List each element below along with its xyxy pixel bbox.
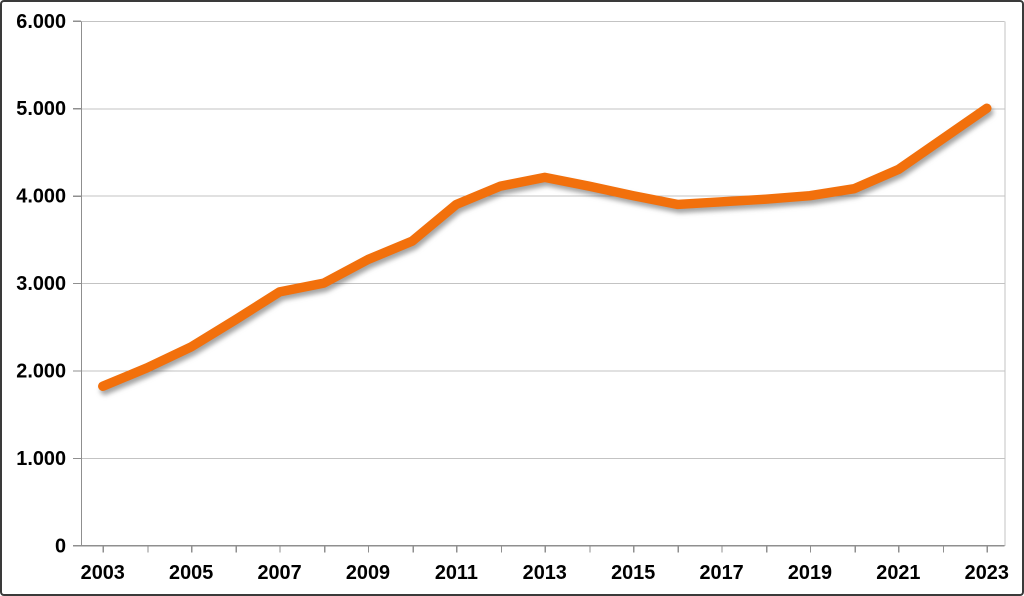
x-axis-label: 2003 <box>81 562 125 584</box>
x-axis-label: 2009 <box>346 562 390 584</box>
y-axis-label: 0 <box>55 535 66 557</box>
x-axis-label: 2021 <box>876 562 920 584</box>
y-axis-label: 2.000 <box>16 360 66 382</box>
data-line <box>98 103 992 391</box>
x-axis-label: 2017 <box>699 562 743 584</box>
x-axis-label: 2011 <box>435 562 478 584</box>
x-axis-label: 2015 <box>611 562 655 584</box>
y-axis-label: 1.000 <box>16 448 66 470</box>
x-axis-label: 2019 <box>788 562 832 584</box>
y-axis-label: 5.000 <box>16 98 66 120</box>
y-axis-label: 6.000 <box>16 11 66 33</box>
x-axis-label: 2007 <box>257 562 301 584</box>
y-axis-label: 4.000 <box>16 186 66 208</box>
x-axis-label: 2023 <box>965 562 1009 584</box>
y-axis-label: 3.000 <box>16 273 66 295</box>
x-axis-label: 2005 <box>169 562 213 584</box>
x-axis-label: 2013 <box>523 562 567 584</box>
